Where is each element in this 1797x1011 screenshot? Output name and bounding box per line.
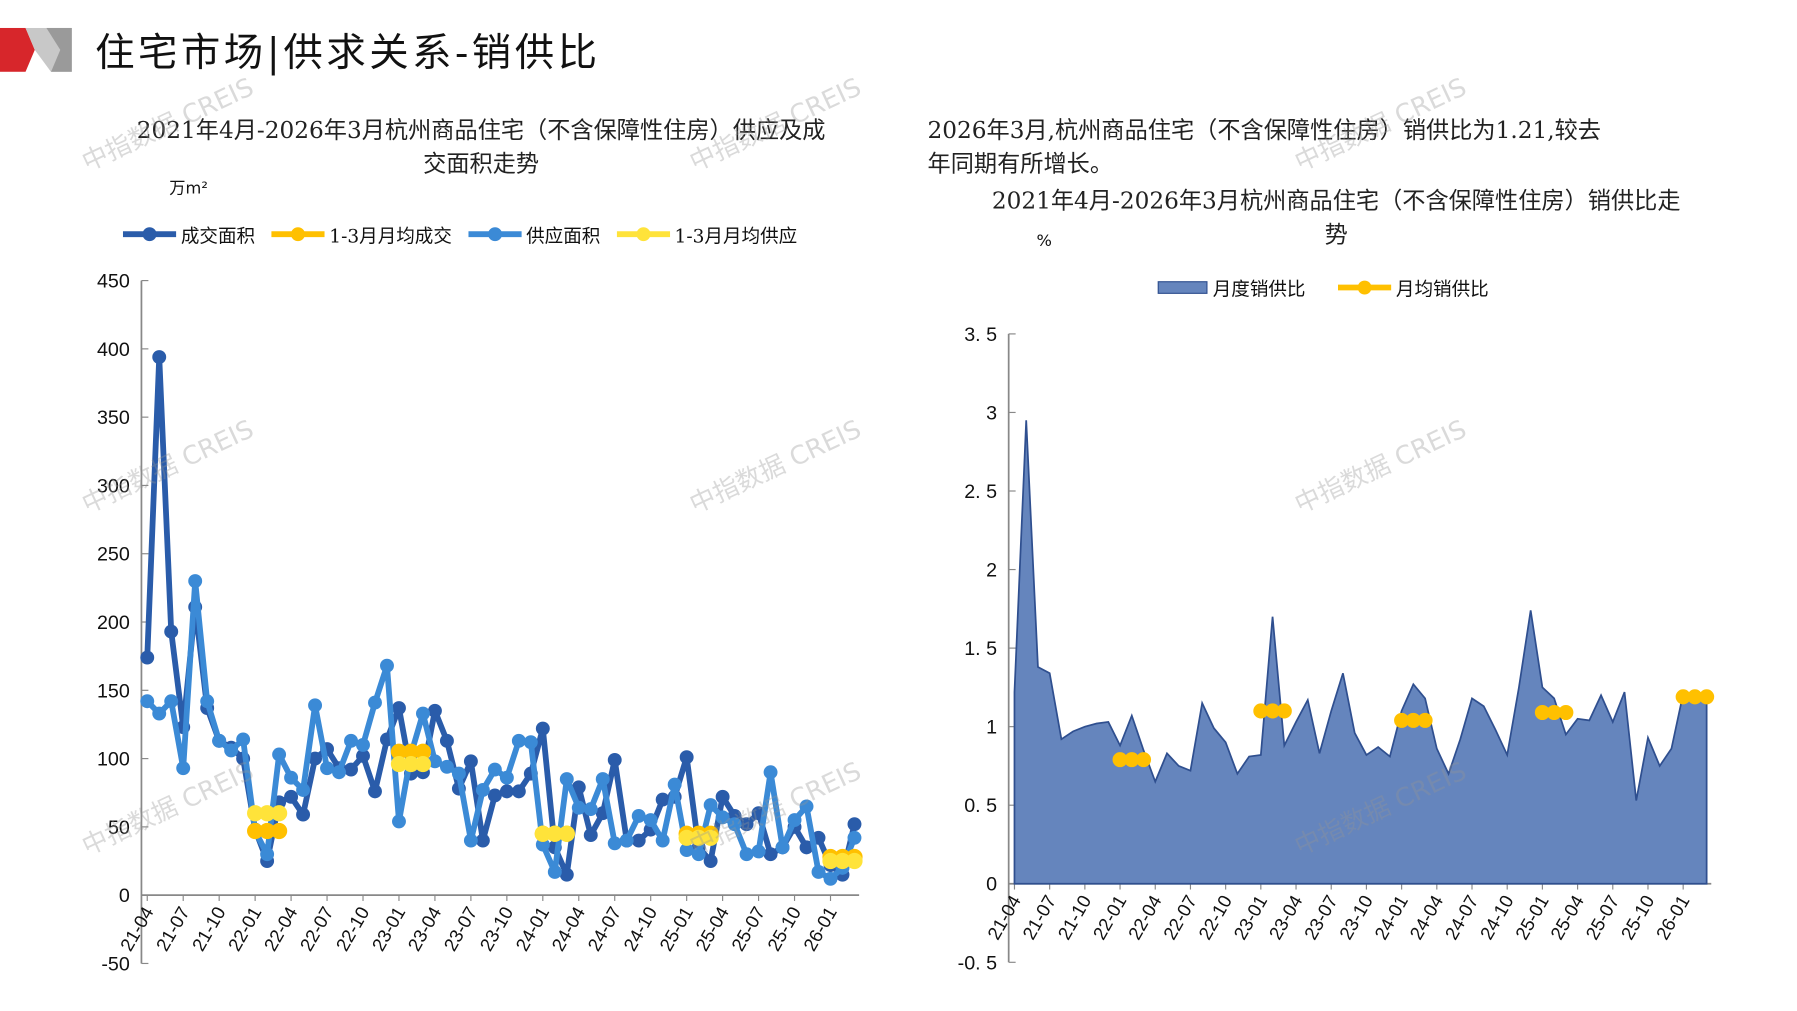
x-tick-label: 21-10: [1053, 891, 1095, 943]
x-tick-label: 21-04: [983, 891, 1025, 943]
x-tick-label: 22-07: [1159, 891, 1201, 943]
x-tick-label: 23-07: [1300, 891, 1342, 943]
y-tick-label: 3. 5: [964, 324, 997, 346]
ratio-avg-point: [1558, 705, 1573, 720]
x-tick-label: 22-04: [1124, 891, 1166, 943]
x-tick-label: 23-10: [1335, 891, 1377, 943]
x-tick-label: 24-01: [1370, 891, 1412, 943]
x-tick-label: 25-01: [1511, 891, 1553, 943]
ratio-area: [1014, 420, 1706, 883]
x-tick-label: 24-07: [1441, 891, 1483, 943]
x-tick-label: 21-07: [1018, 891, 1060, 943]
x-tick-label: 25-10: [1616, 891, 1658, 943]
x-tick-label: 23-04: [1265, 891, 1307, 943]
y-tick-label: -0. 5: [958, 952, 997, 974]
ratio-avg-point: [1699, 689, 1714, 704]
x-tick-label: 23-01: [1229, 891, 1271, 943]
y-tick-label: 1: [986, 717, 997, 739]
y-tick-label: 1. 5: [964, 638, 997, 660]
x-tick-label: 24-10: [1476, 891, 1518, 943]
x-tick-label: 22-01: [1089, 891, 1131, 943]
ratio-avg-point: [1136, 752, 1151, 767]
x-tick-label: 26-01: [1652, 891, 1694, 943]
x-tick-label: 25-07: [1581, 891, 1623, 943]
x-tick-label: 22-10: [1194, 891, 1236, 943]
y-tick-label: 3: [986, 402, 997, 424]
y-tick-label: 2. 5: [964, 481, 997, 503]
y-tick-label: 0. 5: [964, 795, 997, 817]
ratio-avg-point: [1418, 713, 1433, 728]
y-tick-label: 2: [986, 560, 997, 582]
y-tick-label: 0: [986, 874, 997, 896]
ratio-avg-point: [1277, 703, 1292, 718]
x-tick-label: 24-04: [1405, 891, 1447, 943]
x-tick-label: 25-04: [1546, 891, 1588, 943]
